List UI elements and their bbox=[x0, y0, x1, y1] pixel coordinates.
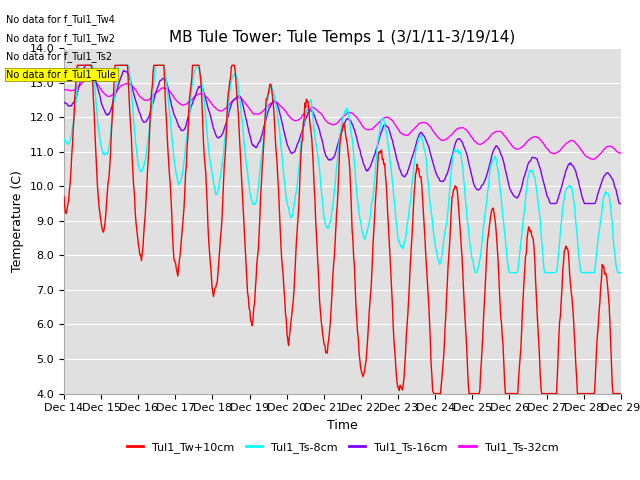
Title: MB Tule Tower: Tule Temps 1 (3/1/11-3/19/14): MB Tule Tower: Tule Temps 1 (3/1/11-3/19… bbox=[169, 30, 516, 46]
Y-axis label: Temperature (C): Temperature (C) bbox=[11, 170, 24, 272]
Text: No data for f_Tul1_Tule: No data for f_Tul1_Tule bbox=[6, 69, 116, 80]
Text: No data for f_Tul1_Tw2: No data for f_Tul1_Tw2 bbox=[6, 33, 115, 44]
X-axis label: Time: Time bbox=[327, 419, 358, 432]
Text: No data for f_Tul1_Ts2: No data for f_Tul1_Ts2 bbox=[6, 51, 113, 62]
Text: No data for f_Tul1_Tw4: No data for f_Tul1_Tw4 bbox=[6, 14, 115, 25]
Legend: Tul1_Tw+10cm, Tul1_Ts-8cm, Tul1_Ts-16cm, Tul1_Ts-32cm: Tul1_Tw+10cm, Tul1_Ts-8cm, Tul1_Ts-16cm,… bbox=[122, 437, 563, 457]
